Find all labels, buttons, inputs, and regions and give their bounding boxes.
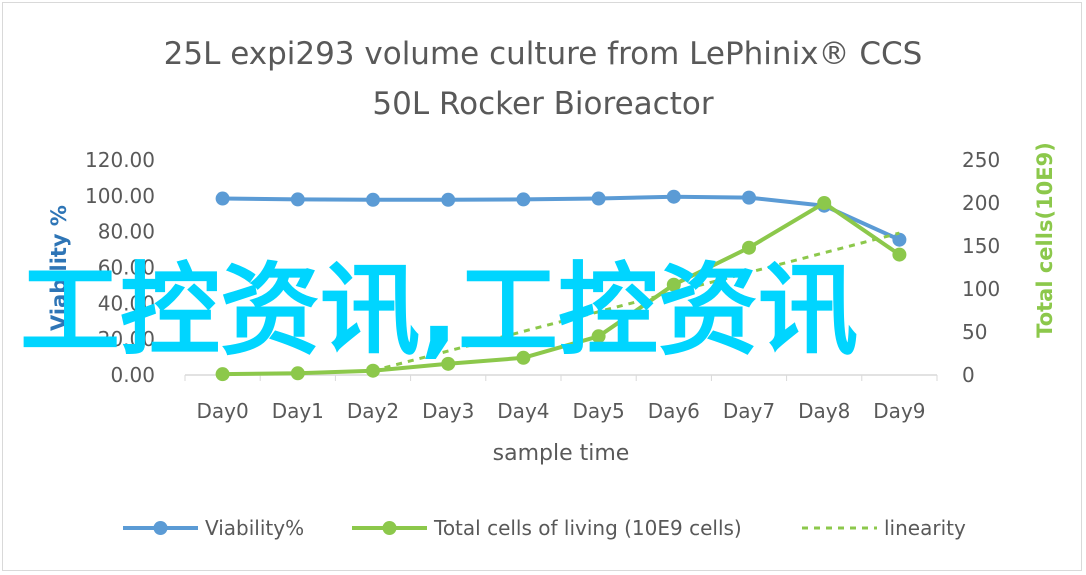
legend: Viability% Total cells of living (10E9 ce…	[123, 516, 966, 540]
left-y-tick-label: 120.00	[85, 148, 155, 172]
series-point-1	[441, 356, 456, 371]
series-point-0	[441, 192, 456, 207]
series-point-0	[215, 191, 230, 206]
x-axis-title: sample time	[493, 441, 630, 466]
series-point-0	[742, 190, 756, 205]
right-y-tick-label: 50	[962, 320, 987, 344]
legend-marker-0	[153, 521, 168, 535]
x-tick-label: Day5	[572, 399, 624, 423]
watermark-text: 工控资讯,工控资讯	[20, 252, 858, 369]
axes: 0.00 20.00 40.00 60.00 80.00 100.00 120.00 0 50 1…	[85, 148, 1000, 423]
left-y-tick-label: 60.00	[98, 256, 155, 280]
chart-title-line-2: 50L Rocker Bioreactor	[372, 86, 713, 122]
series-point-1	[290, 366, 305, 381]
series-point-0	[516, 192, 531, 207]
left-y-tick-label: 20.00	[98, 327, 155, 351]
x-tick-label: Day0	[196, 399, 248, 423]
x-tick-label: Day7	[723, 399, 775, 423]
right-y-tick-label: 250	[962, 148, 1000, 172]
right-y-tick-label: 0	[962, 363, 975, 387]
left-y-tick-label: 80.00	[98, 220, 155, 244]
series-group	[215, 189, 907, 382]
right-axis-title: Total cells(10E9)	[1033, 142, 1057, 338]
legend-label-0: Viability%	[205, 516, 304, 540]
x-tick-label: Day9	[873, 399, 925, 423]
legend-label-2: linearity	[884, 516, 966, 540]
series-point-1	[591, 329, 606, 344]
x-tick-label: Day1	[272, 399, 324, 423]
chart-title-line-1: 25L expi293 volume culture from LePhinix…	[164, 36, 923, 72]
left-axis-title: Viability %	[47, 205, 71, 331]
right-y-tick-label: 150	[962, 234, 1000, 258]
series-point-0	[290, 192, 305, 207]
left-y-tick-label: 0.00	[110, 363, 155, 387]
series-point-0	[591, 191, 606, 206]
x-tick-label: Day6	[648, 399, 700, 423]
series-point-1	[892, 247, 907, 262]
series-point-1	[666, 277, 681, 292]
series-point-0	[366, 192, 380, 207]
series-point-1	[516, 350, 531, 365]
series-point-0	[892, 232, 907, 247]
series-point-0	[666, 189, 681, 204]
legend-marker-1	[382, 521, 397, 535]
series-line-1	[222, 201, 901, 377]
x-tick-label: Day8	[798, 399, 850, 423]
right-y-tick-label: 200	[962, 191, 1000, 215]
series-point-1	[215, 367, 230, 382]
x-tick-label: Day3	[422, 399, 474, 423]
legend-label-1: Total cells of living (10E9 cells)	[433, 516, 742, 540]
series-point-1	[742, 240, 756, 255]
right-y-tick-label: 100	[962, 277, 1000, 301]
series-line-0	[222, 194, 901, 242]
left-y-tick-label: 100.00	[85, 184, 155, 208]
left-y-tick-label: 40.00	[98, 291, 155, 315]
x-tick-label: Day2	[347, 399, 399, 423]
series-point-1	[817, 196, 832, 210]
x-tick-label: Day4	[497, 399, 549, 423]
